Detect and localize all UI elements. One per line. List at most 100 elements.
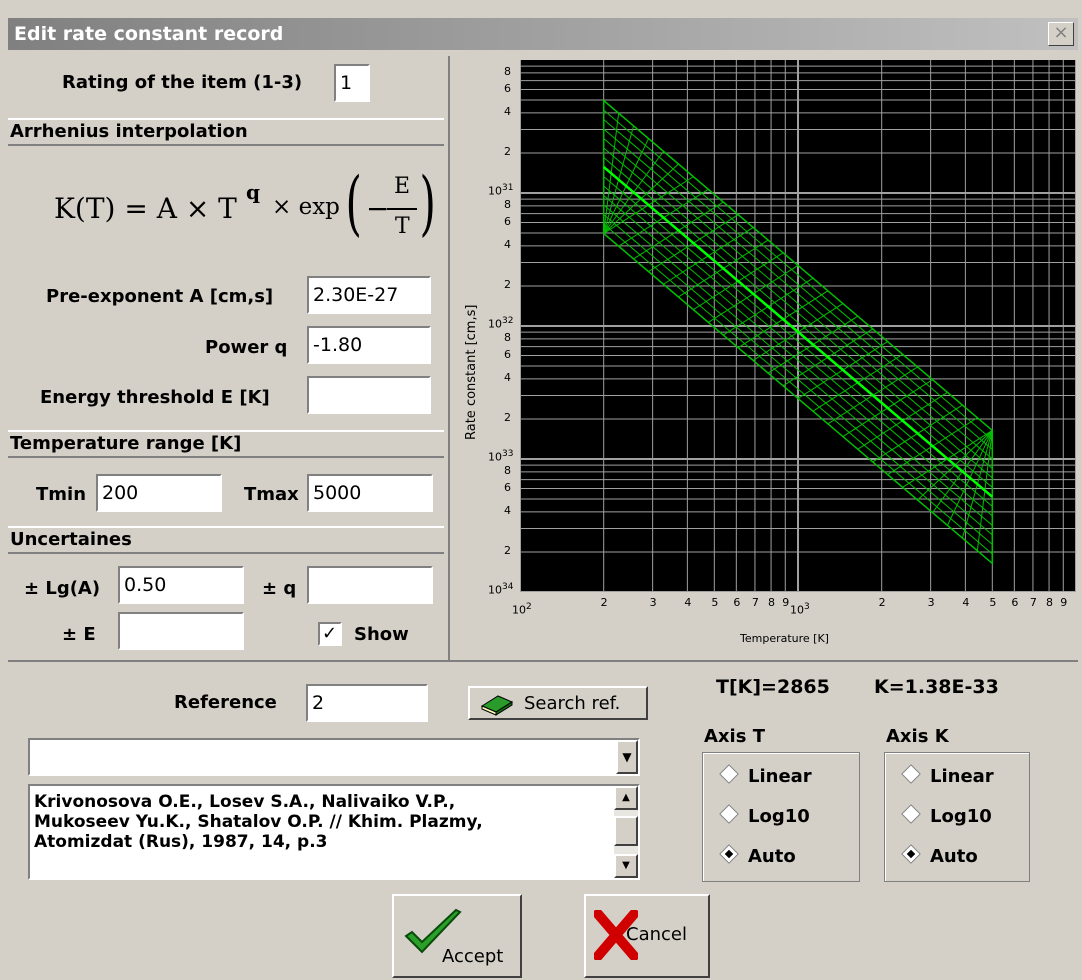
- band-hatch-line: [603, 138, 993, 469]
- chart-divider: [448, 56, 450, 660]
- checkmark-icon: [404, 908, 462, 954]
- pre-exponent-label: Pre-exponent A [cm,s]: [46, 286, 274, 307]
- accept-button[interactable]: Accept: [392, 894, 522, 978]
- reference-label: Reference: [174, 692, 277, 713]
- x-tick-minor-label: 3: [649, 596, 657, 609]
- x-tick-minor-label: 9: [782, 596, 790, 609]
- axis-k-group: [884, 752, 1030, 882]
- axis-t-log10[interactable]: Log10: [719, 804, 810, 827]
- axis-k-auto[interactable]: Auto: [901, 844, 978, 867]
- axis-k-linear[interactable]: Linear: [901, 764, 994, 787]
- y-tick-minor-label: 4: [504, 104, 511, 118]
- lga-input[interactable]: 0.50: [118, 566, 244, 604]
- formula-minus: −: [366, 192, 390, 225]
- band-hatch-line: [603, 223, 993, 555]
- x-tick-minor-label: 8: [1046, 596, 1054, 609]
- y-tick-minor-label: 8: [504, 330, 511, 344]
- show-checkbox[interactable]: ✓: [318, 622, 342, 646]
- tmin-label: Tmin: [36, 484, 87, 505]
- bottom-divider: [8, 660, 1078, 662]
- x-tick-major-label: 102: [512, 602, 532, 617]
- rating-label: Rating of the item (1-3): [62, 72, 303, 93]
- power-input[interactable]: -1.80: [307, 326, 431, 364]
- chart-svg: [520, 60, 1076, 592]
- axis-t-title: Axis T: [704, 726, 765, 747]
- y-tick-minor-label: 6: [504, 347, 511, 361]
- cursor-rate: K=1.38E-33: [874, 676, 999, 698]
- dropdown-arrow[interactable]: ▼: [616, 740, 638, 774]
- citation-textbox[interactable]: Krivonosova O.E., Losev S.A., Nalivaiko …: [28, 784, 640, 880]
- radio-icon: [719, 764, 739, 784]
- citation-line: Krivonosova O.E., Losev S.A., Nalivaiko …: [34, 792, 456, 812]
- reference-input[interactable]: 2: [306, 684, 428, 722]
- reference-dropdown[interactable]: [28, 738, 640, 776]
- x-tick-minor-label: 4: [684, 596, 692, 609]
- formula-lhs: K(T) = A × T: [54, 192, 237, 225]
- energy-input[interactable]: [307, 376, 431, 414]
- axis-t-auto[interactable]: Auto: [719, 844, 796, 867]
- y-tick-minor-label: 4: [504, 370, 511, 384]
- close-button[interactable]: ×: [1048, 22, 1074, 46]
- y-tick-minor-label: 2: [504, 144, 511, 158]
- axis-t-linear-label: Linear: [748, 766, 812, 787]
- scroll-down-button[interactable]: ▼: [614, 854, 638, 878]
- cross-icon: [594, 910, 638, 960]
- e-unc-label: ± E: [62, 624, 96, 645]
- y-tick-minor-label: 8: [504, 463, 511, 477]
- citation-line: Atomizdat (Rus), 1987, 14, p.3: [34, 832, 328, 852]
- y-tick-major-label: 1031: [488, 183, 514, 198]
- x-tick-major-label: 103: [790, 602, 810, 617]
- axis-t-group: [702, 752, 860, 882]
- y-tick-minor-label: 2: [504, 543, 511, 557]
- q-unc-input[interactable]: [307, 566, 433, 604]
- formula-rparen: ): [419, 162, 436, 244]
- y-tick-major-label: 1034: [488, 582, 514, 597]
- cursor-temperature: T[K]=2865: [716, 676, 830, 698]
- x-tick-minor-label: 5: [711, 596, 719, 609]
- axis-k-log10-label: Log10: [930, 806, 992, 827]
- chart-plot-area: [520, 60, 1076, 592]
- citation-scrollbar[interactable]: ▲ ▼: [614, 786, 638, 878]
- rating-input[interactable]: 1: [334, 64, 370, 102]
- band-hatch-line: [603, 195, 993, 526]
- cancel-label: Cancel: [626, 924, 687, 945]
- scroll-up-button[interactable]: ▲: [614, 786, 638, 810]
- cancel-button[interactable]: Cancel: [584, 894, 710, 978]
- formula-lparen: (: [345, 162, 362, 244]
- formula-exp: × exp: [272, 194, 340, 220]
- scroll-thumb[interactable]: [614, 816, 638, 846]
- x-tick-minor-label: 7: [751, 596, 759, 609]
- radio-selected-icon: [719, 844, 739, 864]
- tmax-input[interactable]: 5000: [307, 474, 433, 512]
- x-tick-minor-label: 2: [878, 596, 886, 609]
- x-tick-minor-label: 2: [600, 596, 608, 609]
- temperature-header: Temperature range [K]: [8, 430, 444, 458]
- search-ref-button[interactable]: Search ref.: [468, 686, 648, 720]
- pre-exponent-input[interactable]: 2.30E-27: [307, 276, 431, 314]
- e-unc-input[interactable]: [118, 612, 244, 650]
- band-hatch-line: [603, 204, 993, 536]
- axis-k-auto-label: Auto: [930, 846, 978, 867]
- axis-t-log10-label: Log10: [748, 806, 810, 827]
- axis-k-title: Axis K: [886, 726, 949, 747]
- y-axis-label: Rate constant [cm,s]: [464, 304, 479, 440]
- axis-t-auto-label: Auto: [748, 846, 796, 867]
- window-title: Edit rate constant record: [14, 23, 284, 45]
- y-tick-minor-label: 8: [504, 197, 511, 211]
- radio-selected-icon: [901, 844, 921, 864]
- series-line: [602, 165, 994, 498]
- show-label: Show: [354, 624, 409, 645]
- x-tick-minor-label: 3: [927, 596, 935, 609]
- axis-k-log10[interactable]: Log10: [901, 804, 992, 827]
- band-hatch-line: [603, 147, 993, 479]
- formula-numerator: E: [394, 174, 411, 199]
- energy-label: Energy threshold E [K]: [40, 387, 270, 408]
- x-tick-minor-label: 7: [1029, 596, 1037, 609]
- title-bar[interactable]: Edit rate constant record ×: [8, 18, 1078, 50]
- x-tick-minor-label: 6: [1011, 596, 1019, 609]
- radio-icon: [901, 764, 921, 784]
- q-unc-label: ± q: [262, 578, 297, 599]
- axis-t-linear[interactable]: Linear: [719, 764, 812, 787]
- tmin-input[interactable]: 200: [96, 474, 222, 512]
